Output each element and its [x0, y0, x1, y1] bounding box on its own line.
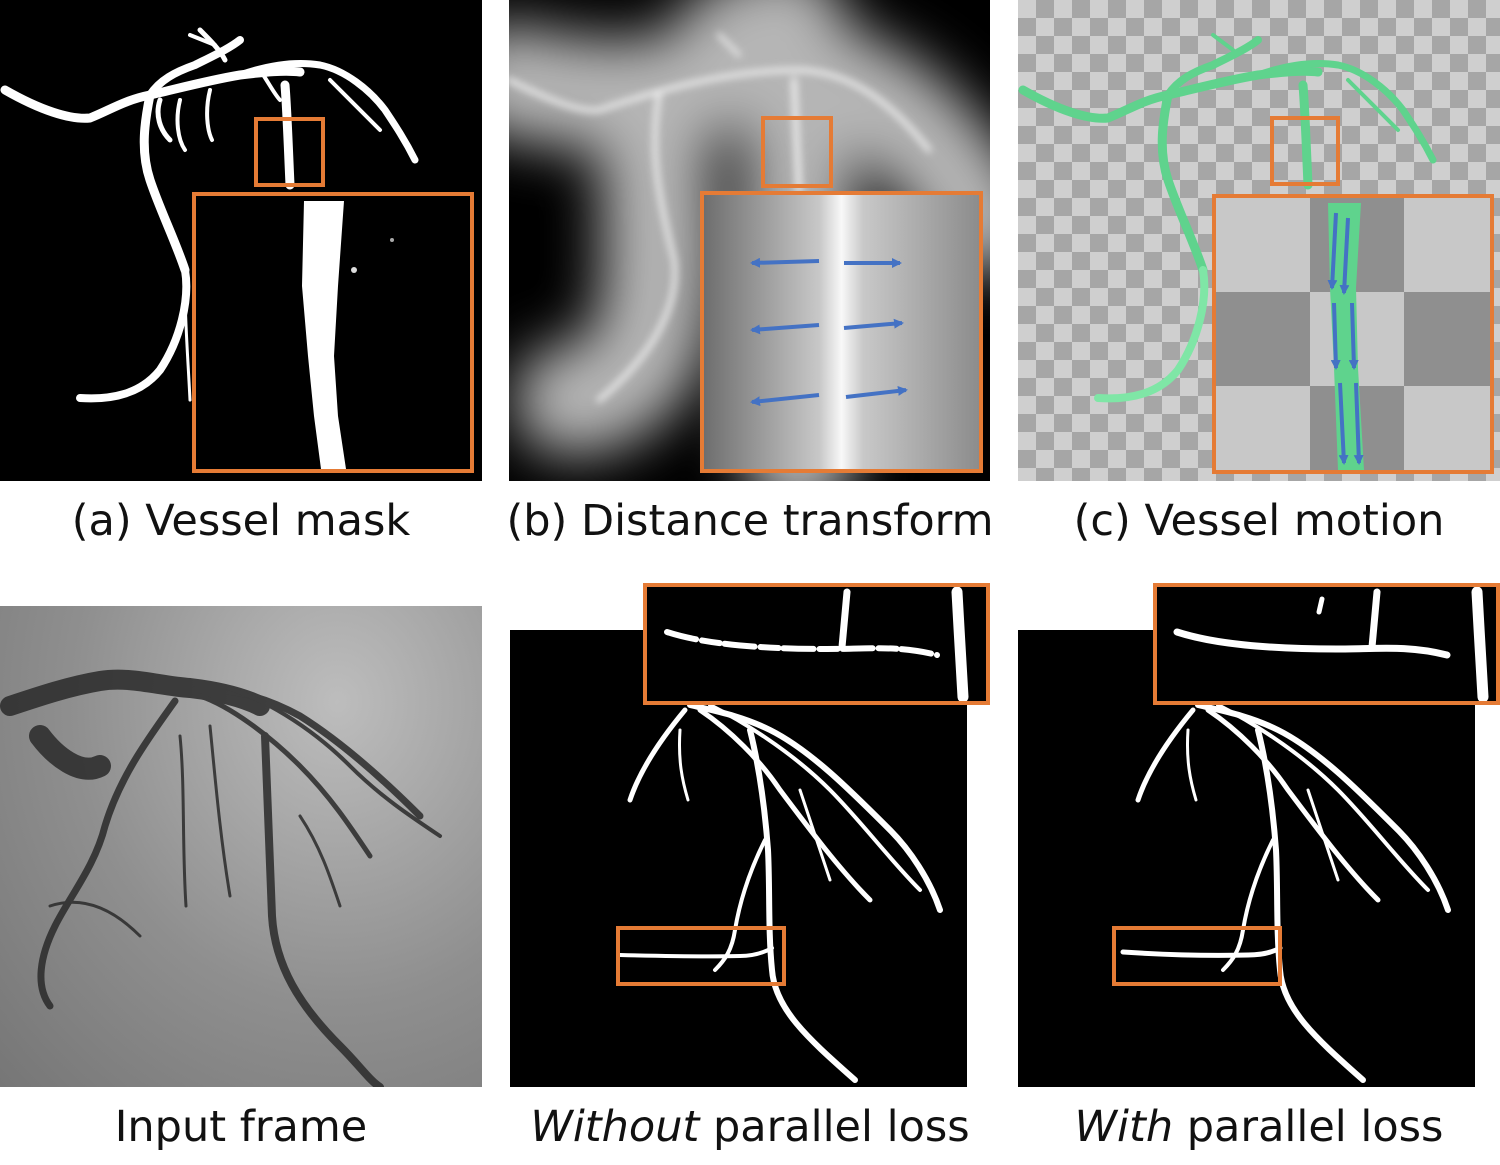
vessel-mask-image [0, 27, 419, 403]
with-parallel-loss-panel [1018, 630, 1475, 1087]
caption-vessel-mask: (a) Vessel mask [71, 496, 411, 546]
motion-arrow-6 [1353, 382, 1364, 465]
vessel-motion-panel [1018, 0, 1500, 481]
mask-roi-box [254, 117, 325, 187]
caption-with-em: With [1074, 1102, 1174, 1152]
vessel-mask-panel [0, 0, 482, 481]
without-roi-box [616, 926, 786, 986]
motion-zoom-inset [1212, 194, 1494, 474]
motion-arrow-4 [1348, 302, 1359, 370]
caption-with-rest: parallel loss [1173, 1102, 1444, 1152]
caption-vessel-motion: (c) Vessel motion [1073, 496, 1445, 546]
arrow-left-1 [750, 257, 820, 268]
with-roi-box [1112, 926, 1282, 986]
motion-zoom-vessel [1327, 203, 1364, 470]
arrow-right-3 [845, 385, 908, 399]
angiogram-image [0, 669, 442, 1087]
caption-distance-transform: (b) Distance transform [506, 496, 994, 546]
motion-arrow-3 [1330, 302, 1341, 370]
input-frame-panel [0, 606, 482, 1087]
with-zoom-inset [1153, 583, 1500, 705]
arrow-left-2 [750, 323, 820, 335]
distance-transform-panel [509, 0, 990, 481]
caption-without-parallel-loss: Without parallel loss [500, 1106, 1000, 1149]
without-zoom-inset [643, 583, 990, 705]
motion-roi-box [1270, 116, 1340, 186]
without-loss-segmentation [618, 702, 943, 1083]
caption-with-parallel-loss: With parallel loss [1018, 1106, 1500, 1149]
motion-arrow-5 [1338, 382, 1349, 465]
arrow-left-3 [750, 393, 820, 407]
arrow-right-2 [843, 318, 904, 330]
mask-zoom-vessel [302, 201, 394, 469]
without-parallel-loss-panel [510, 630, 967, 1087]
caption-without-em: Without [530, 1102, 700, 1152]
vessel-motion-image [1018, 33, 1437, 403]
dt-zoom-inset [700, 191, 983, 473]
mask-zoom-inset [192, 192, 474, 473]
with-zoom-vessel [1173, 587, 1489, 701]
motion-arrow-1 [1327, 212, 1338, 290]
motion-arrow-2 [1339, 217, 1350, 295]
dt-gradient-arrows [750, 257, 908, 407]
dt-roi-box [761, 116, 833, 188]
caption-without-rest: parallel loss [699, 1102, 970, 1152]
without-zoom-vessel [664, 587, 969, 701]
with-loss-segmentation [1120, 702, 1451, 1083]
caption-input-frame: Input frame [114, 1102, 368, 1152]
